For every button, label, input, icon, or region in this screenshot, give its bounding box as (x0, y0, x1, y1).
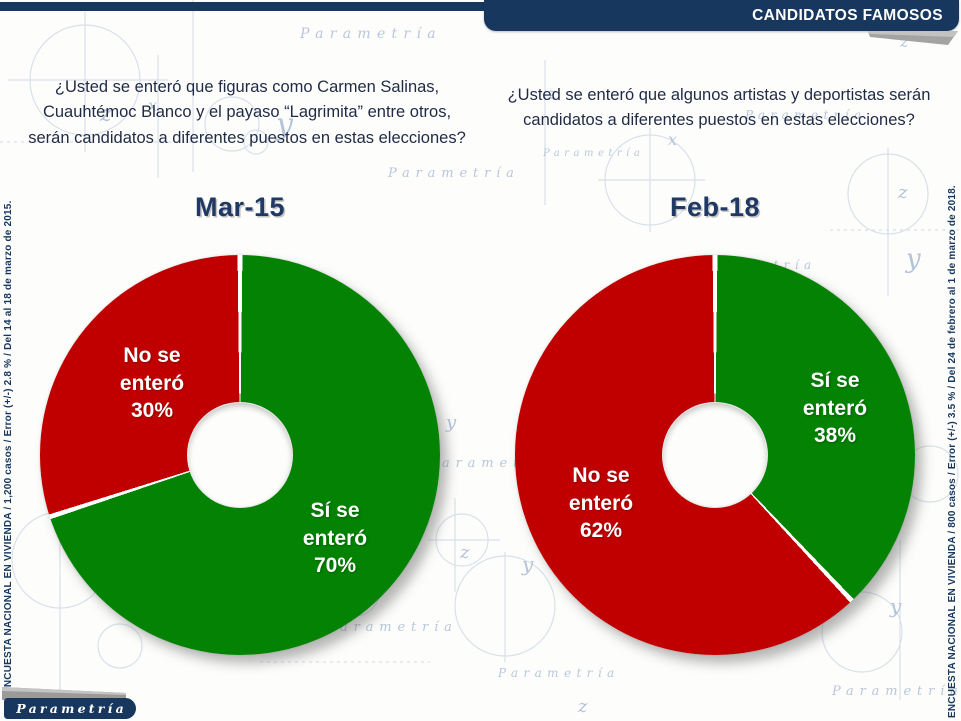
slice-percent: 70% (313, 554, 357, 578)
parametria-logo: Parametría (4, 698, 136, 719)
slice-label-mar15-si: Sí se enteró 70% (279, 497, 391, 580)
parametria-watermark: Parametría (498, 666, 620, 680)
doodle-letter-z: z (898, 182, 908, 203)
methodology-note-right: ENCUESTA NACIONAL EN VIVIENDA / 800 caso… (947, 185, 958, 718)
doodle-letter-z: z (548, 84, 557, 103)
chart-title-mar15: Mar-15 (194, 192, 286, 222)
doodle-letter-y: y (906, 244, 921, 274)
header-bar: CANDIDATOS FAMOSOS (484, 0, 959, 31)
slice-label-feb18-no: No se enteró 62% (545, 462, 657, 545)
parametria-watermark: Parametría (832, 684, 961, 699)
parametria-watermark: Parametría (745, 108, 867, 122)
page-title: CANDIDATOS FAMOSOS (752, 6, 943, 24)
chart-title-feb18: Feb-18 (669, 192, 761, 222)
doodle-letter-z: z (578, 696, 588, 717)
parametria-watermark: Parametría (543, 148, 645, 159)
slice-name: No se enteró (119, 344, 185, 395)
methodology-note-left: ENCUESTA NACIONAL EN VIVIENDA / 1,200 ca… (3, 200, 14, 694)
slice-percent: 38% (813, 424, 857, 448)
header-ribbon-fold (868, 31, 958, 45)
survey-question-left: ¿Usted se enteró que figuras como Carmen… (28, 77, 466, 147)
parametria-watermark: Parametría (300, 26, 442, 42)
slice-percent: 30% (130, 399, 174, 423)
donut-chart-feb18 (515, 255, 915, 655)
survey-question-right: ¿Usted se enteró que algunos artistas y … (507, 85, 931, 130)
slice-name: No se enteró (568, 464, 634, 515)
slice-label-mar15-no: No se enteró 30% (96, 342, 208, 425)
slice-name: Sí se enteró (802, 369, 868, 420)
slice-name: Sí se enteró (302, 499, 368, 550)
doodle-letter-y: y (446, 412, 457, 433)
donut-hole (663, 403, 767, 507)
parametria-watermark: Parametría (326, 620, 458, 635)
logo-swoosh (2, 687, 126, 700)
doodle-letter-x: x (148, 96, 158, 115)
doodle-letter-x: x (668, 130, 678, 149)
doodle-letter-z: z (100, 102, 112, 127)
doodle-letter-y: y (276, 107, 293, 142)
donut-chart-mar15 (40, 255, 440, 655)
doodle-letter-y: y (522, 552, 534, 576)
parametria-watermark: Parametría (388, 166, 520, 181)
header-accent-strip (0, 2, 484, 11)
doodle-letter-z: z (460, 542, 470, 563)
slice-label-feb18-si: Sí se enteró 38% (779, 367, 891, 450)
donut-hole (188, 403, 292, 507)
doodle-letter-z: z (900, 32, 909, 51)
parametria-logo-text: Parametría (16, 701, 127, 716)
slice-percent: 62% (579, 519, 623, 543)
doodle-letter-y: y (890, 594, 902, 618)
